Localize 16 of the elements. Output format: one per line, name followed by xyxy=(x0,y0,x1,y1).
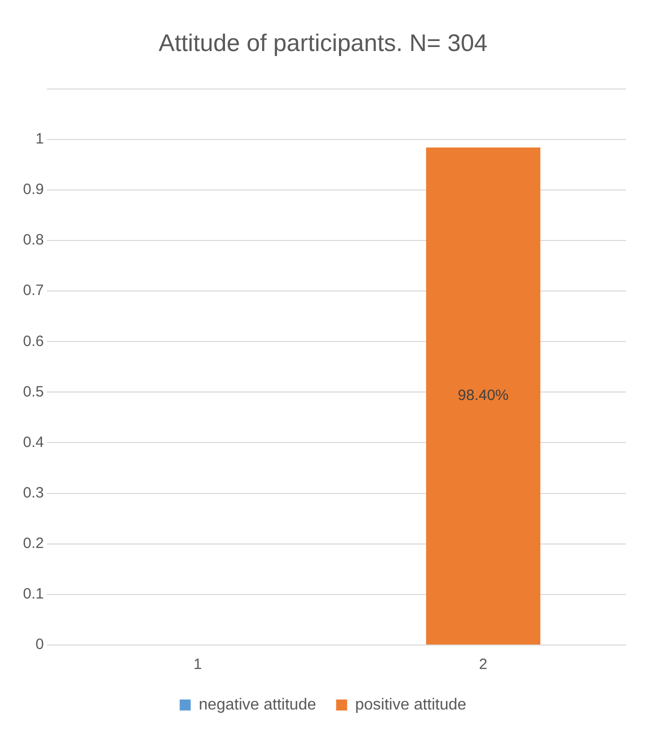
y-tick-label: 0.4 xyxy=(22,434,44,451)
y-tick-label: 0.7 xyxy=(22,282,44,300)
y-tick-label: 0.5 xyxy=(22,383,44,400)
y-tick-label: 0.2 xyxy=(22,535,44,552)
y-tick-label: 0.1 xyxy=(22,586,44,603)
x-tick-label: 2 xyxy=(479,656,488,674)
y-tick-label: 1 xyxy=(36,130,44,148)
y-tick-label: 0.8 xyxy=(22,232,44,249)
data-label: 98.40% xyxy=(458,387,509,404)
y-tick-label: 0 xyxy=(36,636,44,654)
legend-label: negative attitude xyxy=(198,696,316,714)
chart-title: Attitude of participants. N= 304 xyxy=(158,30,488,58)
legend-label: positive attitude xyxy=(355,696,466,714)
y-tick-label: 0.9 xyxy=(22,181,44,198)
y-tick-label: 0.3 xyxy=(22,484,44,502)
y-tick-label: 0.6 xyxy=(22,332,44,350)
